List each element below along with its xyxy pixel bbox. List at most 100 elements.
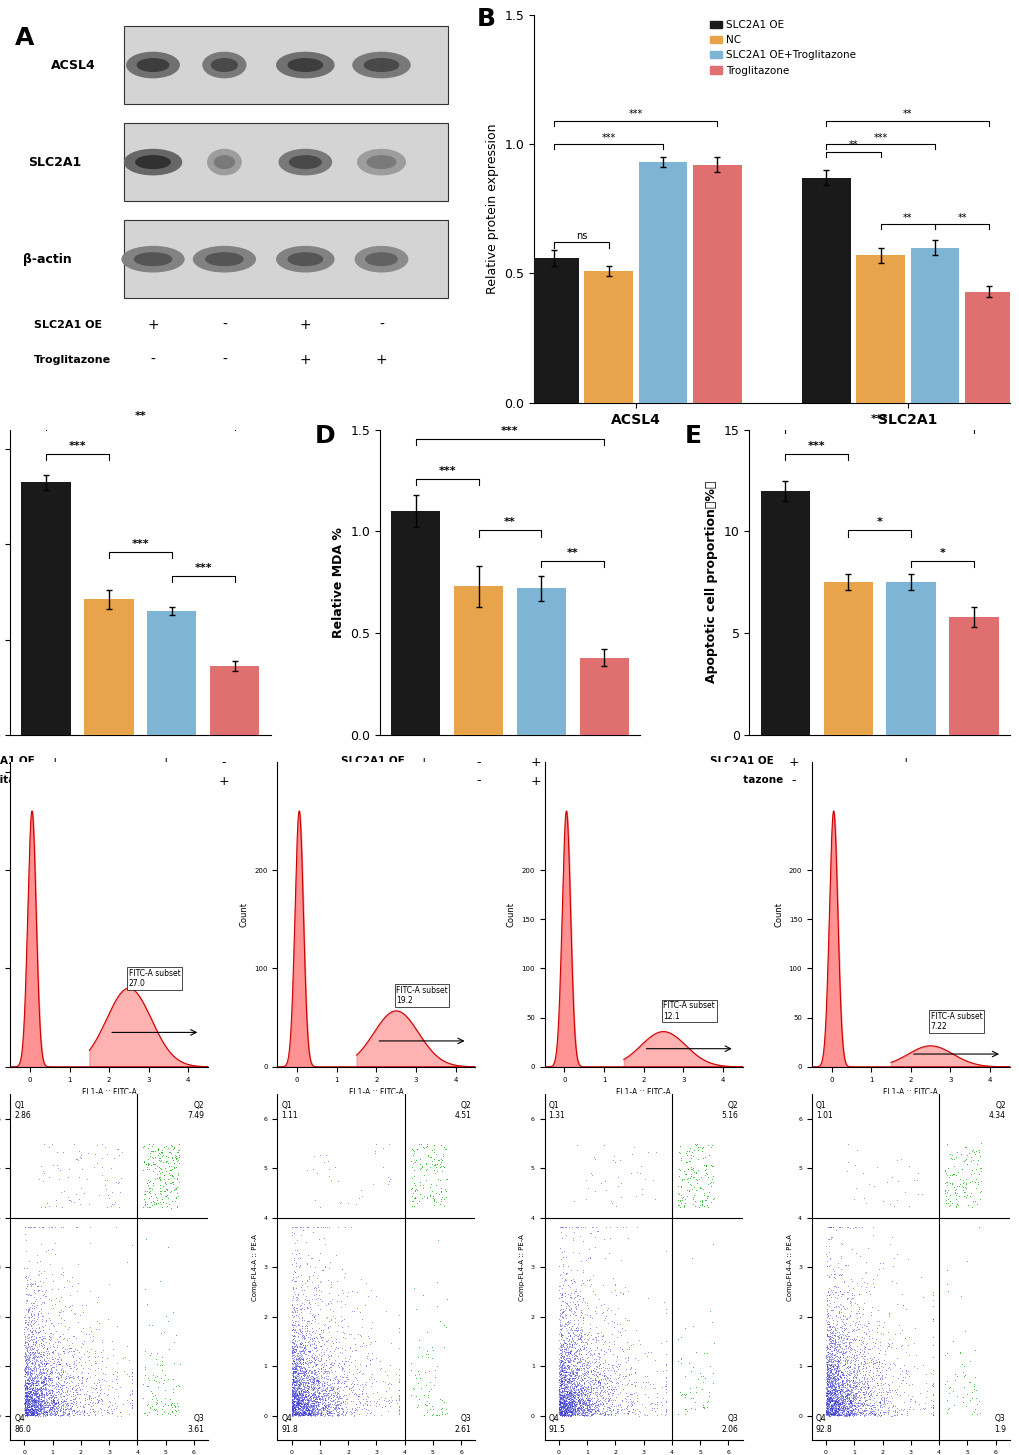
- Point: [30, 1398, 46, 1422]
- Point: [574, 1326, 590, 1349]
- Point: [287, 1356, 304, 1379]
- Point: [123, 1368, 140, 1391]
- Point: [285, 1395, 302, 1419]
- Point: [99, 1346, 115, 1369]
- Point: [306, 1403, 322, 1426]
- Point: [307, 1385, 323, 1408]
- Point: [94, 1155, 110, 1179]
- Point: [842, 1359, 858, 1382]
- Point: [305, 1371, 321, 1394]
- Point: [938, 1181, 955, 1205]
- Point: [31, 1260, 47, 1283]
- Point: [818, 1369, 835, 1392]
- Point: [834, 1369, 850, 1392]
- Point: [557, 1356, 574, 1379]
- Point: [63, 1189, 79, 1212]
- Point: [283, 1339, 300, 1362]
- Point: [853, 1369, 869, 1392]
- Point: [434, 1186, 450, 1209]
- Point: [146, 1398, 162, 1422]
- Point: [24, 1392, 41, 1416]
- Point: [818, 1302, 835, 1326]
- Point: [576, 1378, 592, 1401]
- Point: [288, 1391, 305, 1414]
- Point: [297, 1314, 313, 1337]
- Point: [30, 1342, 46, 1365]
- Point: [158, 1149, 174, 1173]
- Text: ACSL4: ACSL4: [51, 58, 96, 71]
- Point: [616, 1346, 633, 1369]
- Point: [424, 1187, 440, 1211]
- Point: [48, 1358, 64, 1381]
- Point: [307, 1353, 323, 1376]
- Point: [286, 1390, 303, 1413]
- Point: [602, 1378, 619, 1401]
- Point: [834, 1310, 850, 1333]
- Point: [283, 1395, 300, 1419]
- Point: [553, 1314, 570, 1337]
- Point: [23, 1310, 40, 1333]
- Point: [561, 1347, 578, 1371]
- Point: [887, 1381, 903, 1404]
- Point: [551, 1353, 568, 1376]
- Point: [598, 1375, 614, 1398]
- Point: [857, 1369, 873, 1392]
- Point: [657, 1390, 674, 1413]
- Text: -: -: [151, 354, 155, 367]
- Point: [41, 1135, 57, 1158]
- Point: [34, 1381, 50, 1404]
- Point: [597, 1350, 613, 1374]
- Point: [32, 1394, 48, 1417]
- Point: [838, 1400, 854, 1423]
- Point: [553, 1391, 570, 1414]
- Point: [859, 1376, 875, 1400]
- Point: [821, 1363, 838, 1387]
- Point: [357, 1391, 373, 1414]
- Point: [559, 1395, 576, 1419]
- Point: [26, 1400, 43, 1423]
- Point: [557, 1388, 574, 1411]
- Point: [820, 1379, 837, 1403]
- Point: [285, 1324, 302, 1347]
- Point: [43, 1385, 59, 1408]
- Point: [24, 1362, 41, 1385]
- Point: [286, 1376, 303, 1400]
- Point: [291, 1340, 308, 1363]
- Point: [284, 1374, 301, 1397]
- Point: [23, 1216, 40, 1240]
- Point: [305, 1394, 321, 1417]
- Text: Q1
2.86: Q1 2.86: [14, 1100, 31, 1120]
- Point: [144, 1387, 160, 1410]
- Point: [22, 1343, 39, 1366]
- Point: [307, 1398, 323, 1422]
- Point: [23, 1404, 40, 1427]
- Point: [646, 1347, 662, 1371]
- Point: [316, 1333, 332, 1356]
- Point: [835, 1394, 851, 1417]
- Point: [554, 1376, 571, 1400]
- Point: [382, 1167, 398, 1190]
- Point: [293, 1323, 310, 1346]
- Point: [303, 1400, 319, 1423]
- Point: [55, 1374, 71, 1397]
- Point: [28, 1374, 44, 1397]
- Point: [566, 1403, 582, 1426]
- Point: [16, 1333, 33, 1356]
- Point: [286, 1395, 303, 1419]
- Point: [820, 1295, 837, 1318]
- Point: [162, 1163, 178, 1186]
- Point: [289, 1392, 306, 1416]
- Point: [24, 1395, 41, 1419]
- Point: [40, 1238, 56, 1261]
- Point: [829, 1355, 846, 1378]
- Point: [561, 1391, 578, 1414]
- Point: [587, 1371, 603, 1394]
- Point: [966, 1142, 982, 1165]
- Text: β-actin: β-actin: [23, 253, 72, 266]
- Point: [568, 1359, 584, 1382]
- Point: [569, 1285, 585, 1308]
- Point: [29, 1275, 45, 1298]
- Point: [817, 1390, 834, 1413]
- Point: [552, 1350, 569, 1374]
- Point: [25, 1403, 42, 1426]
